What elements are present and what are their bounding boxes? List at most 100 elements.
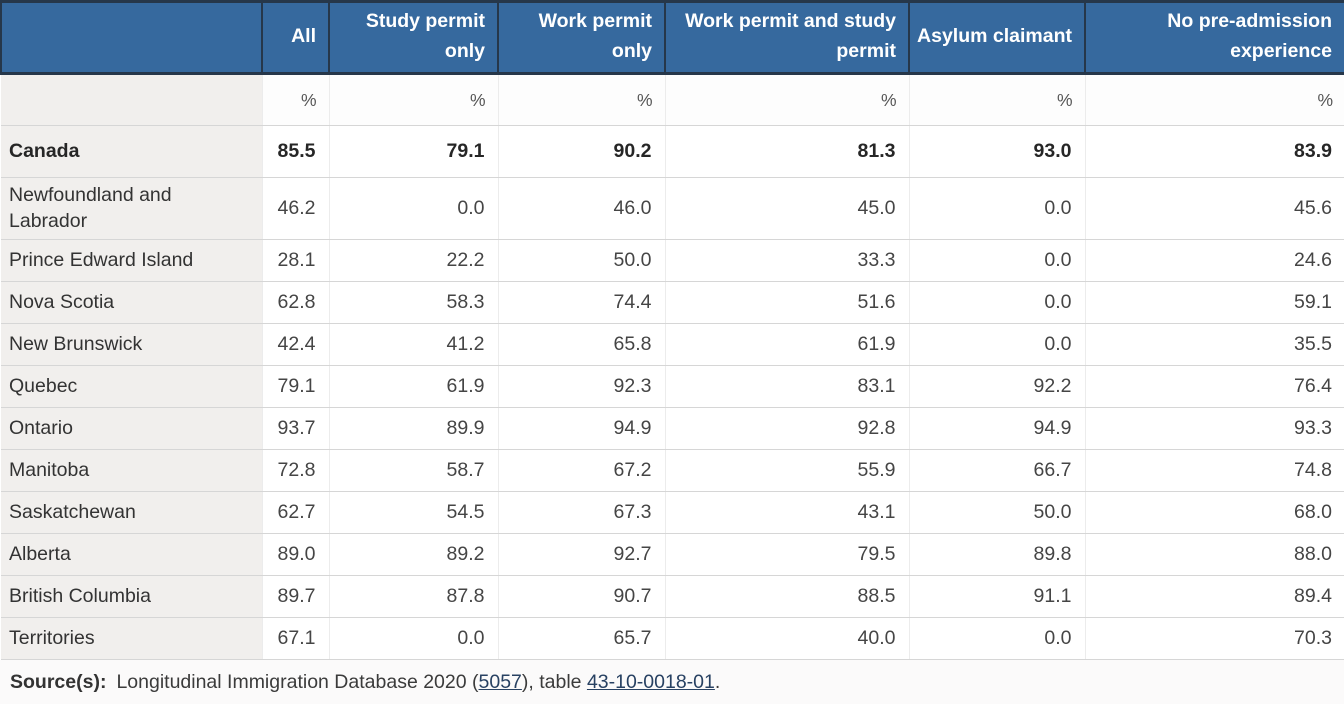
value-cell: 79.5 [664,533,909,577]
row-label: New Brunswick [1,323,262,367]
source-text-after: . [714,671,721,694]
column-header-work-permit-only: Work permit only [497,0,666,75]
value-cell: 87.8 [328,575,498,619]
value-cell: 58.7 [328,449,498,493]
value-cell: 46.2 [261,177,329,241]
table-row: Saskatchewan 62.7 54.5 67.3 43.1 50.0 68.0 [1,491,1344,535]
value-cell: 43.1 [664,491,909,535]
value-cell: 67.3 [497,491,665,535]
value-cell: 61.9 [664,323,909,367]
table-row: Ontario 93.7 89.9 94.9 92.8 94.9 93.3 [1,407,1344,451]
unit-row-label [1,73,262,126]
header-row: All Study permit only Work permit only W… [0,0,1344,75]
corner-header [0,0,263,75]
row-label: British Columbia [1,575,262,619]
value-cell: 59.1 [1084,281,1344,325]
value-cell: 79.1 [261,365,329,409]
table-row: New Brunswick 42.4 41.2 65.8 61.9 0.0 35.5 [1,323,1344,367]
value-cell: 92.2 [908,365,1085,409]
unit-cell: % [664,73,909,126]
table-number-link[interactable]: 43-10-0018-01 [586,671,715,694]
unit-cell: % [1084,73,1344,126]
table-body: Canada 85.5 79.1 90.2 81.3 93.0 83.9 Newfoundla… [1,125,1344,661]
table-row: British Columbia 89.7 87.8 90.7 88.5 91.1 89.4 [1,575,1344,619]
source-note: Source(s): Longitudinal Immigration Datab… [0,660,1344,694]
value-cell: 81.3 [664,125,909,178]
value-cell: 50.0 [497,239,665,283]
value-cell: 0.0 [908,177,1085,241]
value-cell: 67.1 [261,617,329,661]
column-header-all: All [261,0,330,75]
value-cell: 62.8 [261,281,329,325]
table-row: Nova Scotia 62.8 58.3 74.4 51.6 0.0 59.1 [1,281,1344,325]
value-cell: 28.1 [261,239,329,283]
value-cell: 89.4 [1084,575,1344,619]
value-cell: 89.0 [261,533,329,577]
value-cell: 72.8 [261,449,329,493]
value-cell: 51.6 [664,281,909,325]
row-label: Territories [1,617,262,661]
row-label: Canada [1,125,262,178]
value-cell: 92.8 [664,407,909,451]
value-cell: 93.3 [1084,407,1344,451]
value-cell: 66.7 [908,449,1085,493]
value-cell: 54.5 [328,491,498,535]
unit-cell: % [261,73,329,126]
value-cell: 0.0 [908,617,1085,661]
unit-cell: % [908,73,1085,126]
value-cell: 88.0 [1084,533,1344,577]
value-cell: 90.7 [497,575,665,619]
value-cell: 67.2 [497,449,665,493]
value-cell: 0.0 [908,323,1085,367]
value-cell: 24.6 [1084,239,1344,283]
value-cell: 89.9 [328,407,498,451]
column-header-no-preadmission-experience: No pre-admission experience [1084,0,1344,75]
value-cell: 68.0 [1084,491,1344,535]
unit-cell: % [497,73,665,126]
value-cell: 88.5 [664,575,909,619]
value-cell: 93.0 [908,125,1085,178]
row-label: Quebec [1,365,262,409]
table-row: Quebec 79.1 61.9 92.3 83.1 92.2 76.4 [1,365,1344,409]
value-cell: 46.0 [497,177,665,241]
value-cell: 70.3 [1084,617,1344,661]
value-cell: 74.4 [497,281,665,325]
table-row: Territories 67.1 0.0 65.7 40.0 0.0 70.3 [1,617,1344,661]
value-cell: 89.7 [261,575,329,619]
value-cell: 94.9 [497,407,665,451]
row-label: Ontario [1,407,262,451]
value-cell: 79.1 [328,125,498,178]
row-label: Manitoba [1,449,262,493]
survey-number-link[interactable]: 5057 [478,671,522,694]
unit-row: % % % % % % [1,73,1344,126]
value-cell: 40.0 [664,617,909,661]
value-cell: 45.0 [664,177,909,241]
value-cell: 0.0 [328,177,498,241]
value-cell: 85.5 [261,125,329,178]
value-cell: 83.1 [664,365,909,409]
value-cell: 65.8 [497,323,665,367]
source-text-middle: ), table [521,671,587,694]
value-cell: 0.0 [908,239,1085,283]
value-cell: 45.6 [1084,177,1344,241]
unit-cell: % [328,73,498,126]
column-header-asylum-claimant: Asylum claimant [908,0,1086,75]
table-row: Canada 85.5 79.1 90.2 81.3 93.0 83.9 [1,125,1344,178]
value-cell: 0.0 [908,281,1085,325]
row-label: Saskatchewan [1,491,262,535]
value-cell: 42.4 [261,323,329,367]
row-label: Prince Edward Island [1,239,262,283]
value-cell: 55.9 [664,449,909,493]
value-cell: 92.3 [497,365,665,409]
row-label: Alberta [1,533,262,577]
value-cell: 94.9 [908,407,1085,451]
value-cell: 76.4 [1084,365,1344,409]
source-label: Source(s): [10,671,107,694]
column-header-study-permit-only: Study permit only [328,0,499,75]
value-cell: 0.0 [328,617,498,661]
value-cell: 33.3 [664,239,909,283]
value-cell: 92.7 [497,533,665,577]
row-label: Newfoundland and Labrador [1,177,262,241]
column-header-work-and-study-permit: Work permit and study permit [664,0,910,75]
